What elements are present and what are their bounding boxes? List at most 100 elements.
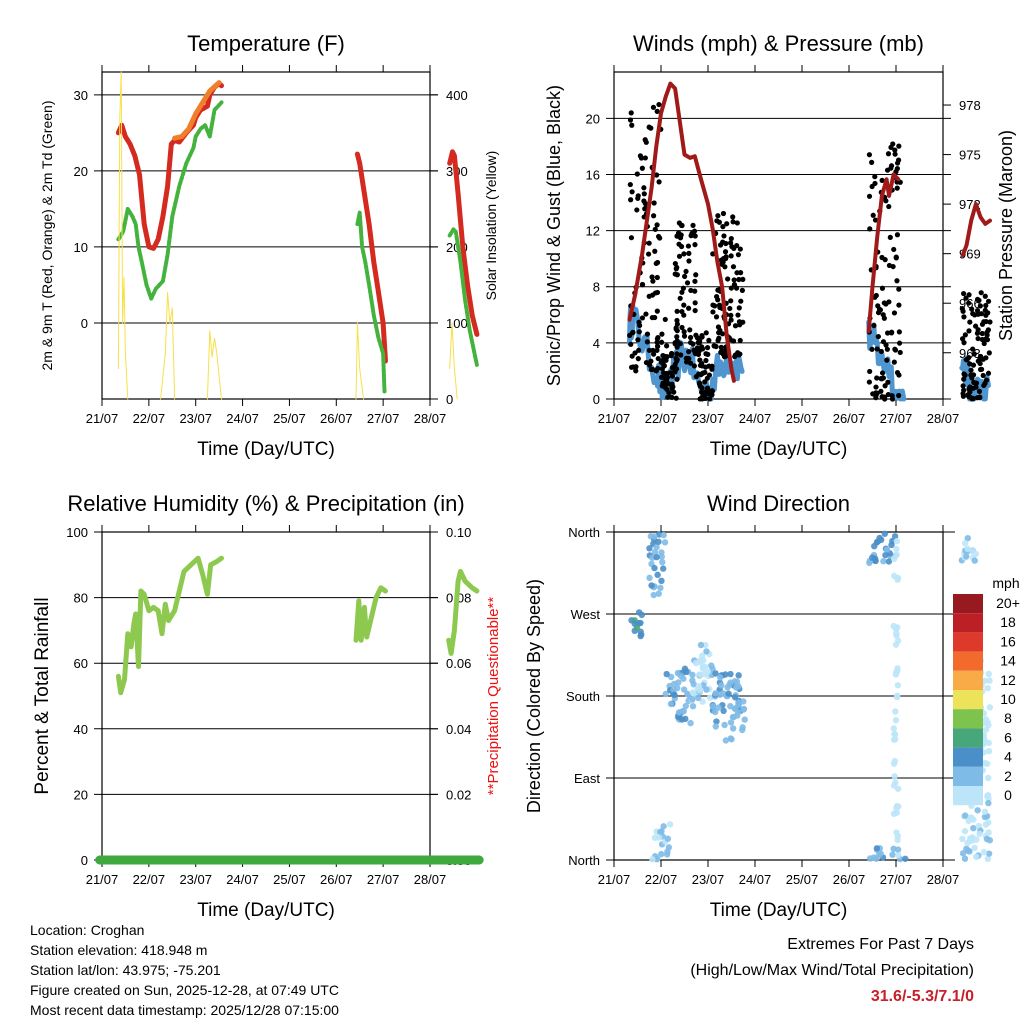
direction-point: [961, 827, 969, 835]
gust-point: [884, 330, 891, 336]
direction-point: [703, 648, 710, 655]
direction-point: [892, 641, 900, 648]
gust-point: [866, 379, 872, 385]
chart-title: Winds (mph) & Pressure (mb): [633, 31, 924, 56]
gust-point: [870, 212, 876, 218]
direction-point: [894, 682, 902, 689]
gust-point: [970, 372, 977, 378]
gust-point: [881, 300, 887, 306]
direction-point: [986, 677, 993, 684]
y-tick-label: 30: [74, 88, 88, 103]
y-tick-label: 12: [586, 224, 600, 239]
x-tick-label: 21/07: [598, 872, 631, 887]
gust-point: [874, 375, 880, 381]
direction-point: [651, 533, 658, 540]
direction-point: [974, 807, 981, 814]
gust-point: [731, 282, 738, 288]
gust-point: [672, 361, 678, 368]
gust-point: [892, 147, 898, 153]
gust-point: [686, 349, 692, 355]
series-station-pressure: [627, 81, 736, 383]
gust-point: [879, 285, 886, 291]
direction-point: [985, 850, 993, 857]
direction-point: [959, 850, 967, 857]
gust-point: [879, 394, 885, 400]
gust-point: [722, 249, 729, 255]
gust-point: [673, 395, 679, 401]
series-sonic-wind: [627, 303, 745, 402]
direction-point: [894, 846, 902, 853]
direction-point: [713, 718, 720, 725]
gust-point: [629, 122, 635, 128]
gust-point: [703, 330, 709, 336]
gust-point: [659, 331, 665, 337]
direction-point: [894, 576, 901, 583]
direction-point: [893, 537, 901, 545]
direction-point: [885, 558, 893, 565]
gust-point: [896, 340, 903, 346]
series-station-pressure: [960, 202, 992, 258]
direction-point: [658, 553, 665, 560]
gust-point: [873, 395, 879, 401]
series-solar-insolation: [160, 292, 176, 400]
direction-point: [718, 682, 725, 689]
gust-point: [656, 179, 662, 185]
gust-point: [707, 396, 713, 402]
gust-point: [982, 380, 988, 386]
direction-point: [699, 698, 706, 705]
gust-point: [679, 222, 685, 229]
direction-point: [889, 537, 896, 545]
y-tick-label: 0: [81, 316, 88, 331]
series-2m-td: [447, 227, 479, 367]
gust-point: [986, 350, 992, 356]
gust-point: [706, 372, 713, 378]
y-tick-label: 8: [593, 280, 600, 295]
x-tick-label: 23/07: [179, 411, 212, 426]
gust-point: [975, 335, 981, 342]
chart-title: Relative Humidity (%) & Precipitation (i…: [67, 491, 464, 516]
gust-point: [668, 350, 675, 357]
gust-point: [674, 344, 680, 350]
series-9m-t: [172, 80, 222, 141]
y2-tick-label: 0.02: [446, 787, 471, 802]
x-tick-label: 27/07: [367, 872, 400, 887]
gust-point: [683, 268, 689, 275]
gust-point: [681, 251, 687, 257]
gust-point: [690, 222, 696, 228]
direction-point: [631, 620, 638, 627]
direction-point: [890, 725, 897, 732]
direction-point: [969, 548, 976, 555]
gust-point: [652, 226, 658, 232]
direction-point: [893, 545, 900, 553]
gust-point: [880, 312, 886, 318]
direction-point: [722, 671, 729, 678]
x-tick-label: 22/07: [133, 872, 166, 887]
legend-label: 8: [1004, 710, 1012, 726]
gust-point: [969, 396, 975, 402]
direction-point: [660, 565, 667, 572]
direction-point: [725, 690, 732, 697]
legend-title: mph: [992, 575, 1019, 591]
direction-point: [986, 837, 994, 844]
direction-point: [684, 690, 691, 698]
x-tick-label: 27/07: [367, 411, 400, 426]
y-tick-label: 40: [74, 722, 88, 737]
legend-label: 16: [1000, 633, 1016, 649]
direction-point: [971, 557, 978, 564]
gust-point: [704, 345, 711, 351]
gust-point: [734, 242, 740, 249]
x-tick-label: 28/07: [414, 872, 447, 887]
gust-point: [739, 287, 745, 293]
gust-point: [896, 372, 902, 378]
gust-point: [976, 388, 983, 394]
legend-swatch: [953, 690, 983, 710]
y2-tick-label: 975: [959, 148, 981, 163]
y-tick-label: 20: [74, 787, 88, 802]
series-station-pressure: [866, 172, 901, 334]
direction-point: [650, 591, 657, 599]
direction-point: [731, 694, 739, 701]
y-tick-label: East: [574, 771, 600, 786]
gust-point: [724, 221, 730, 227]
direction-point: [894, 665, 901, 672]
gust-point: [712, 303, 718, 309]
